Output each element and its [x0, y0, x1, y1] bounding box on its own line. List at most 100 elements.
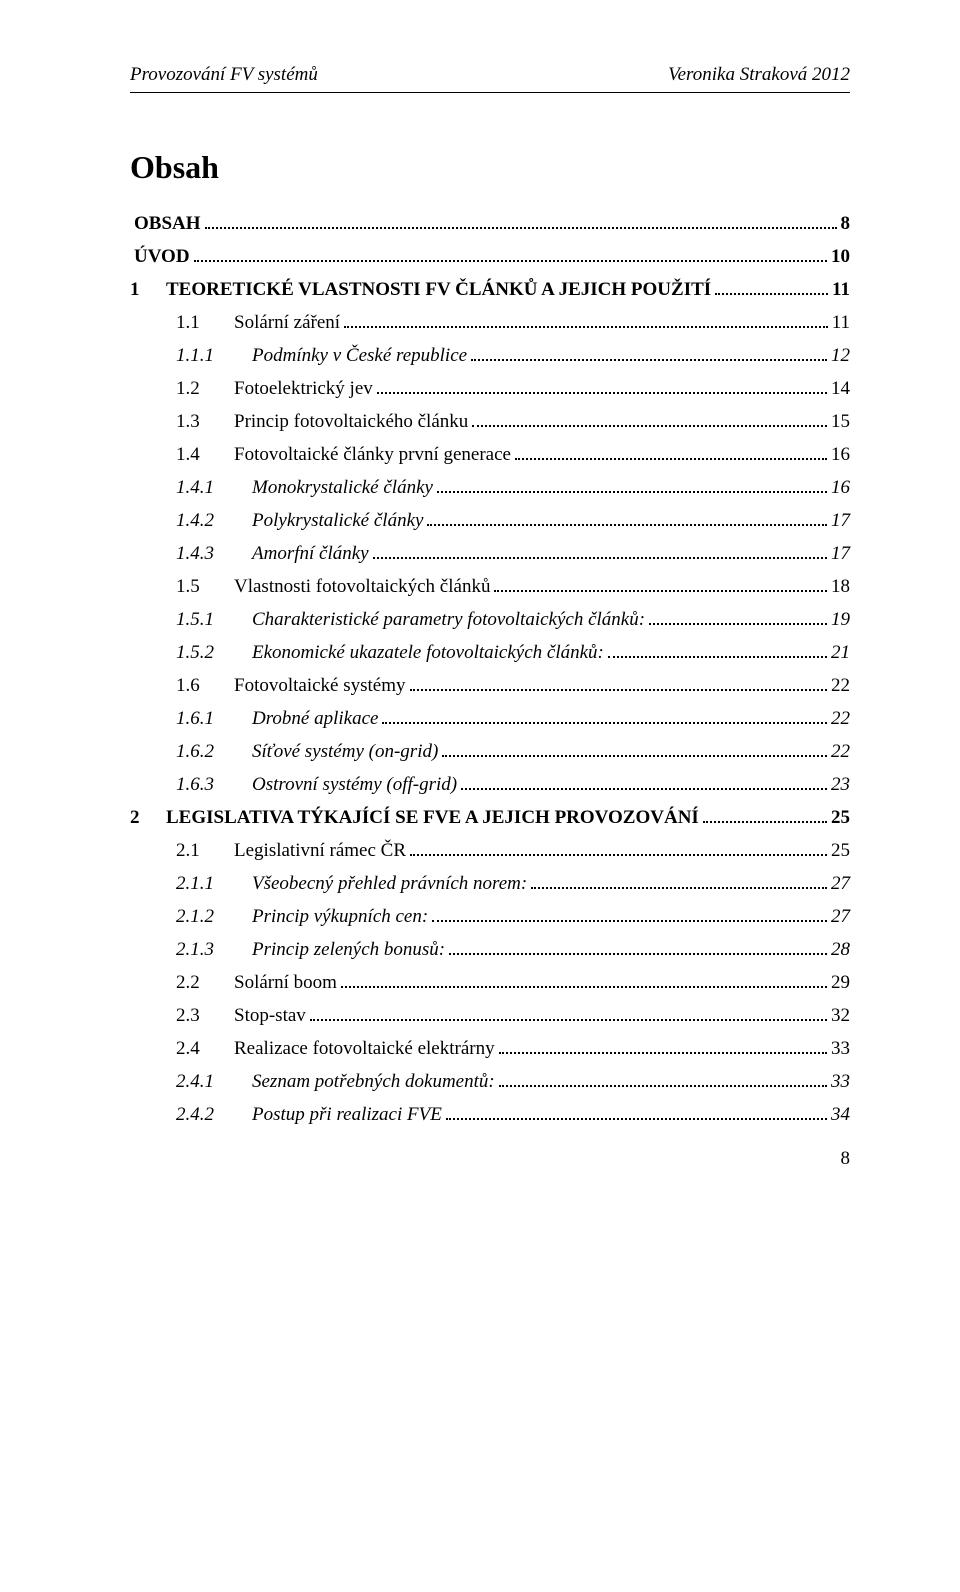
- toc-entry-page: 32: [831, 1006, 850, 1025]
- toc-entry-title: Vlastnosti fotovoltaických článků: [230, 577, 490, 596]
- header-rule: [130, 92, 850, 93]
- toc-entry: 1.6.2Síťové systémy (on-grid)22: [130, 742, 850, 761]
- toc-entry-page: 11: [832, 313, 850, 332]
- toc-entry-number: 2.4.2: [176, 1105, 248, 1124]
- toc-entry-page: 19: [831, 610, 850, 629]
- toc-entry-title: Monokrystalické články: [248, 478, 433, 497]
- toc-entry-number: 1.3: [176, 412, 230, 431]
- toc-leader-dots: [499, 1085, 827, 1087]
- toc-entry-number: 1.5.1: [176, 610, 248, 629]
- toc-entry-number: 2.1.2: [176, 907, 248, 926]
- toc-entry-title: OBSAH: [130, 214, 201, 233]
- toc-entry-title: Postup při realizaci FVE: [248, 1105, 442, 1124]
- toc-entry-page: 27: [831, 874, 850, 893]
- toc-entry: 1.5.1Charakteristické parametry fotovolt…: [130, 610, 850, 629]
- toc-entry-title: Ostrovní systémy (off-grid): [248, 775, 457, 794]
- toc-entry-page: 33: [831, 1039, 850, 1058]
- toc-entry-title: Princip výkupních cen:: [248, 907, 428, 926]
- toc-leader-dots: [377, 392, 827, 394]
- toc-entry-page: 34: [831, 1105, 850, 1124]
- toc-entry-page: 28: [831, 940, 850, 959]
- toc-leader-dots: [715, 293, 828, 295]
- toc-entry-number: 2.4.1: [176, 1072, 248, 1091]
- toc-entry-page: 15: [831, 412, 850, 431]
- toc-entry: 1.6.3Ostrovní systémy (off-grid) 23: [130, 775, 850, 794]
- toc-leader-dots: [382, 722, 827, 724]
- toc-entry: 2.4.2Postup při realizaci FVE 34: [130, 1105, 850, 1124]
- toc-leader-dots: [703, 821, 827, 823]
- toc-entry: 1.4.1Monokrystalické články 16: [130, 478, 850, 497]
- toc-entry-page: 8: [841, 214, 851, 233]
- toc-entry-title: Seznam potřebných dokumentů:: [248, 1072, 495, 1091]
- toc-leader-dots: [341, 986, 827, 988]
- toc-leader-dots: [515, 458, 827, 460]
- header-right: Veronika Straková 2012: [668, 64, 850, 86]
- toc-entry-number: 1: [130, 280, 162, 299]
- toc-entry-title: Amorfní články: [248, 544, 369, 563]
- toc-leader-dots: [608, 656, 827, 658]
- toc-entry-number: 2.1.3: [176, 940, 248, 959]
- toc-leader-dots: [499, 1052, 827, 1054]
- toc-entry: 1.4.3Amorfní články17: [130, 544, 850, 563]
- toc-entry-title: Stop-stav: [230, 1006, 306, 1025]
- toc-entry-number: 1.5.2: [176, 643, 248, 662]
- toc-title: Obsah: [130, 149, 850, 186]
- toc-entry: 1.5.2Ekonomické ukazatele fotovoltaickýc…: [130, 643, 850, 662]
- toc-entry-title: Podmínky v České republice: [248, 346, 467, 365]
- toc-entry-page: 23: [831, 775, 850, 794]
- toc-entry: 1TEORETICKÉ VLASTNOSTI FV ČLÁNKŮ A JEJIC…: [130, 280, 850, 299]
- toc-entry-page: 10: [831, 247, 850, 266]
- toc-entry-page: 25: [831, 808, 850, 827]
- toc-entry-number: 1.2: [176, 379, 230, 398]
- toc-entry-page: 22: [831, 742, 850, 761]
- toc-entry-number: 1.6.3: [176, 775, 248, 794]
- toc-entry-page: 17: [831, 511, 850, 530]
- toc-entry-page: 27: [831, 907, 850, 926]
- toc-entry: 2.2Solární boom29: [130, 973, 850, 992]
- toc-leader-dots: [449, 953, 827, 955]
- toc-leader-dots: [437, 491, 827, 493]
- toc-entry-number: 1.6: [176, 676, 230, 695]
- toc-entry-title: Síťové systémy (on-grid): [248, 742, 438, 761]
- toc-entry-page: 18: [831, 577, 850, 596]
- toc-entry-title: Fotoelektrický jev: [230, 379, 373, 398]
- toc-leader-dots: [410, 854, 827, 856]
- toc-entry-page: 22: [831, 676, 850, 695]
- toc-entry-page: 33: [831, 1072, 850, 1091]
- toc-leader-dots: [427, 524, 827, 526]
- toc-entry-number: 2.4: [176, 1039, 230, 1058]
- toc-entry-number: 1.5: [176, 577, 230, 596]
- toc-entry-title: Solární boom: [230, 973, 337, 992]
- toc-leader-dots: [471, 359, 827, 361]
- toc-entry: 1.4.2Polykrystalické články 17: [130, 511, 850, 530]
- toc-entry: 1.4Fotovoltaické články první generace16: [130, 445, 850, 464]
- toc-entry: 2LEGISLATIVA TÝKAJÍCÍ SE FVE A JEJICH PR…: [130, 808, 850, 827]
- toc-entry-page: 29: [831, 973, 850, 992]
- toc-entry-title: LEGISLATIVA TÝKAJÍCÍ SE FVE A JEJICH PRO…: [162, 808, 699, 827]
- toc-entry-title: Legislativní rámec ČR: [230, 841, 406, 860]
- toc-entry-number: 1.4.1: [176, 478, 248, 497]
- toc-entry-page: 16: [831, 478, 850, 497]
- page-number: 8: [130, 1148, 850, 1170]
- toc-entry: OBSAH 8: [130, 214, 850, 233]
- toc-entry-page: 12: [831, 346, 850, 365]
- toc-entry-number: 1.4.2: [176, 511, 248, 530]
- toc-entry-page: 11: [832, 280, 850, 299]
- toc-leader-dots: [649, 623, 827, 625]
- toc-entry-title: Všeobecný přehled právních norem:: [248, 874, 527, 893]
- toc-entry: 1.3Princip fotovoltaického článku 15: [130, 412, 850, 431]
- toc-entry-title: ÚVOD: [130, 247, 190, 266]
- toc-leader-dots: [494, 590, 827, 592]
- toc-entry: 1.6Fotovoltaické systémy22: [130, 676, 850, 695]
- toc-entry-page: 17: [831, 544, 850, 563]
- toc-entry: 2.3Stop-stav32: [130, 1006, 850, 1025]
- toc-leader-dots: [373, 557, 827, 559]
- toc-entry: 2.1.1Všeobecný přehled právních norem:27: [130, 874, 850, 893]
- toc-entry-number: 1.1.1: [176, 346, 248, 365]
- toc-entry: 1.5Vlastnosti fotovoltaických článků 18: [130, 577, 850, 596]
- toc-leader-dots: [205, 227, 837, 229]
- toc-entry-title: Polykrystalické články: [248, 511, 423, 530]
- toc-entry-number: 2: [130, 808, 162, 827]
- toc-entry: 2.4.1Seznam potřebných dokumentů: 33: [130, 1072, 850, 1091]
- toc-entry-title: Princip fotovoltaického článku: [230, 412, 468, 431]
